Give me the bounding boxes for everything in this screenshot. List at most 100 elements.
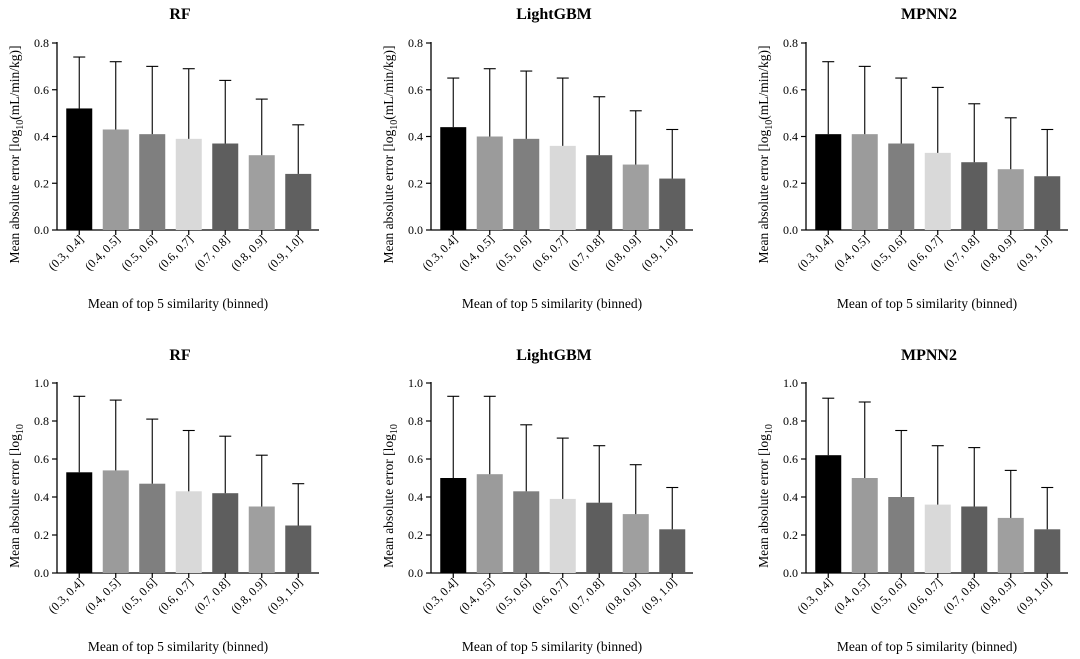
- y-tick-label: 1.0: [34, 376, 49, 390]
- x-tick-label: (0.6, 0.7]: [904, 575, 945, 616]
- chart-panel-3: MPNN2 0.0 0.2 0.4 0.6 0.8 (0.3, 0.4](0.4, 0.5]…: [756, 6, 1068, 311]
- chart-title: RF: [169, 6, 191, 23]
- bar: [924, 504, 951, 573]
- x-tick-label: (0.5, 0.6]: [867, 232, 908, 273]
- x-axis-label: Mean of top 5 similarity (binned): [88, 296, 268, 311]
- x-tick-label: (0.7, 0.8]: [191, 232, 232, 273]
- y-axis-label: Mean absolute error [log10: [7, 424, 26, 568]
- bar: [476, 136, 503, 230]
- bar: [66, 108, 93, 230]
- chart-title: LightGBM: [516, 6, 592, 23]
- x-tick-label: (0.6, 0.7]: [155, 232, 196, 273]
- chart-panel-5: LightGBM 0.0 0.2 0.4 0.6 0.8 1.0 (0.3, 0.4](0.4…: [381, 347, 693, 654]
- y-tick-label: 0.0: [783, 566, 798, 580]
- y-tick-label: 0.6: [783, 452, 798, 466]
- bar: [997, 169, 1024, 230]
- bar: [440, 478, 467, 573]
- x-tick-label: (0.6, 0.7]: [904, 232, 945, 273]
- y-tick-label: 0.2: [34, 176, 49, 190]
- x-tick-label: (0.6, 0.7]: [529, 232, 570, 273]
- x-tick-label: (0.7, 0.8]: [940, 575, 981, 616]
- chart-title: MPNN2: [901, 347, 957, 364]
- y-axis-label: Mean absolute error [log10: [381, 424, 400, 568]
- y-tick-label: 0.4: [34, 130, 49, 144]
- bar: [175, 491, 202, 573]
- bar: [961, 506, 988, 573]
- y-axis-label: Mean absolute error [log10: [756, 424, 775, 568]
- bar: [513, 138, 540, 230]
- chart-panel-4: RF 0.0 0.2 0.4 0.6 0.8 1.0 (0.3, 0.4](0.4, 0.5]…: [7, 347, 319, 654]
- x-tick-label: (0.9, 1.0]: [1013, 232, 1054, 273]
- bar: [476, 474, 503, 573]
- bar: [285, 173, 312, 230]
- bar: [815, 455, 842, 573]
- x-tick-label: (0.7, 0.8]: [565, 575, 606, 616]
- x-tick-label: (0.5, 0.6]: [492, 232, 533, 273]
- bar: [815, 134, 842, 230]
- y-tick-label: 0.6: [34, 452, 49, 466]
- x-tick-label: (0.4, 0.5]: [831, 232, 872, 273]
- x-tick-label: (0.6, 0.7]: [529, 575, 570, 616]
- x-tick-label: (0.4, 0.5]: [82, 575, 123, 616]
- chart-title: LightGBM: [516, 347, 592, 364]
- y-tick-label: 0.2: [34, 528, 49, 542]
- y-tick-label: 1.0: [783, 376, 798, 390]
- y-tick-label: 0.4: [34, 490, 49, 504]
- x-tick-label: (0.4, 0.5]: [456, 575, 497, 616]
- x-tick-label: (0.5, 0.6]: [118, 575, 159, 616]
- bar: [659, 529, 686, 573]
- x-tick-label: (0.8, 0.9]: [977, 575, 1018, 616]
- bar: [102, 129, 129, 230]
- bar: [622, 514, 649, 573]
- y-tick-label: 0.8: [783, 36, 798, 50]
- x-tick-label: (0.4, 0.5]: [831, 575, 872, 616]
- x-tick-label: (0.8, 0.9]: [602, 575, 643, 616]
- chart-panel-2: LightGBM 0.0 0.2 0.4 0.6 0.8 (0.3, 0.4](0.4, 0…: [381, 6, 693, 311]
- bar: [248, 506, 275, 573]
- chart-title: RF: [169, 347, 191, 364]
- bar: [888, 143, 915, 230]
- x-tick-label: (0.3, 0.4]: [419, 575, 460, 616]
- x-axis-label: Mean of top 5 similarity (binned): [462, 639, 642, 654]
- bar: [586, 155, 613, 230]
- x-tick-label: (0.8, 0.9]: [228, 232, 269, 273]
- x-axis-label: Mean of top 5 similarity (binned): [837, 296, 1017, 311]
- y-axis-label: Mean absolute error [log10(mL/min/kg)]: [381, 45, 400, 263]
- y-tick-label: 0.4: [783, 490, 798, 504]
- x-tick-label: (0.7, 0.8]: [565, 232, 606, 273]
- y-tick-label: 0.6: [408, 452, 423, 466]
- bar: [212, 143, 239, 230]
- chart-title: MPNN2: [901, 6, 957, 23]
- y-tick-label: 0.4: [408, 130, 423, 144]
- y-tick-label: 0.4: [408, 490, 423, 504]
- y-tick-label: 0.0: [783, 223, 798, 237]
- x-tick-label: (0.5, 0.6]: [867, 575, 908, 616]
- x-tick-label: (0.7, 0.8]: [191, 575, 232, 616]
- bar: [659, 178, 686, 230]
- bar: [139, 483, 166, 573]
- x-tick-label: (0.8, 0.9]: [977, 232, 1018, 273]
- x-tick-label: (0.5, 0.6]: [118, 232, 159, 273]
- bar: [285, 525, 312, 573]
- y-tick-label: 0.6: [783, 83, 798, 97]
- y-tick-label: 0.4: [783, 130, 798, 144]
- y-tick-label: 0.0: [34, 566, 49, 580]
- y-axis-label: Mean absolute error [log10(mL/min/kg)]: [756, 45, 775, 263]
- bar: [175, 138, 202, 230]
- bar: [212, 493, 239, 573]
- bar: [549, 145, 576, 230]
- bar: [997, 517, 1024, 573]
- bar: [888, 497, 915, 573]
- bar: [139, 134, 166, 230]
- y-tick-label: 0.8: [408, 414, 423, 428]
- y-tick-label: 0.6: [34, 83, 49, 97]
- x-tick-label: (0.3, 0.4]: [45, 575, 86, 616]
- x-axis-label: Mean of top 5 similarity (binned): [88, 639, 268, 654]
- y-tick-label: 0.8: [34, 36, 49, 50]
- bar: [622, 164, 649, 230]
- y-axis-label: Mean absolute error [log10(mL/min/kg)]: [7, 45, 26, 263]
- x-tick-label: (0.9, 1.0]: [638, 575, 679, 616]
- x-tick-label: (0.4, 0.5]: [82, 232, 123, 273]
- chart-panel-6: MPNN2 0.0 0.2 0.4 0.6 0.8 1.0 (0.3, 0.4](0.4, 0…: [756, 347, 1068, 654]
